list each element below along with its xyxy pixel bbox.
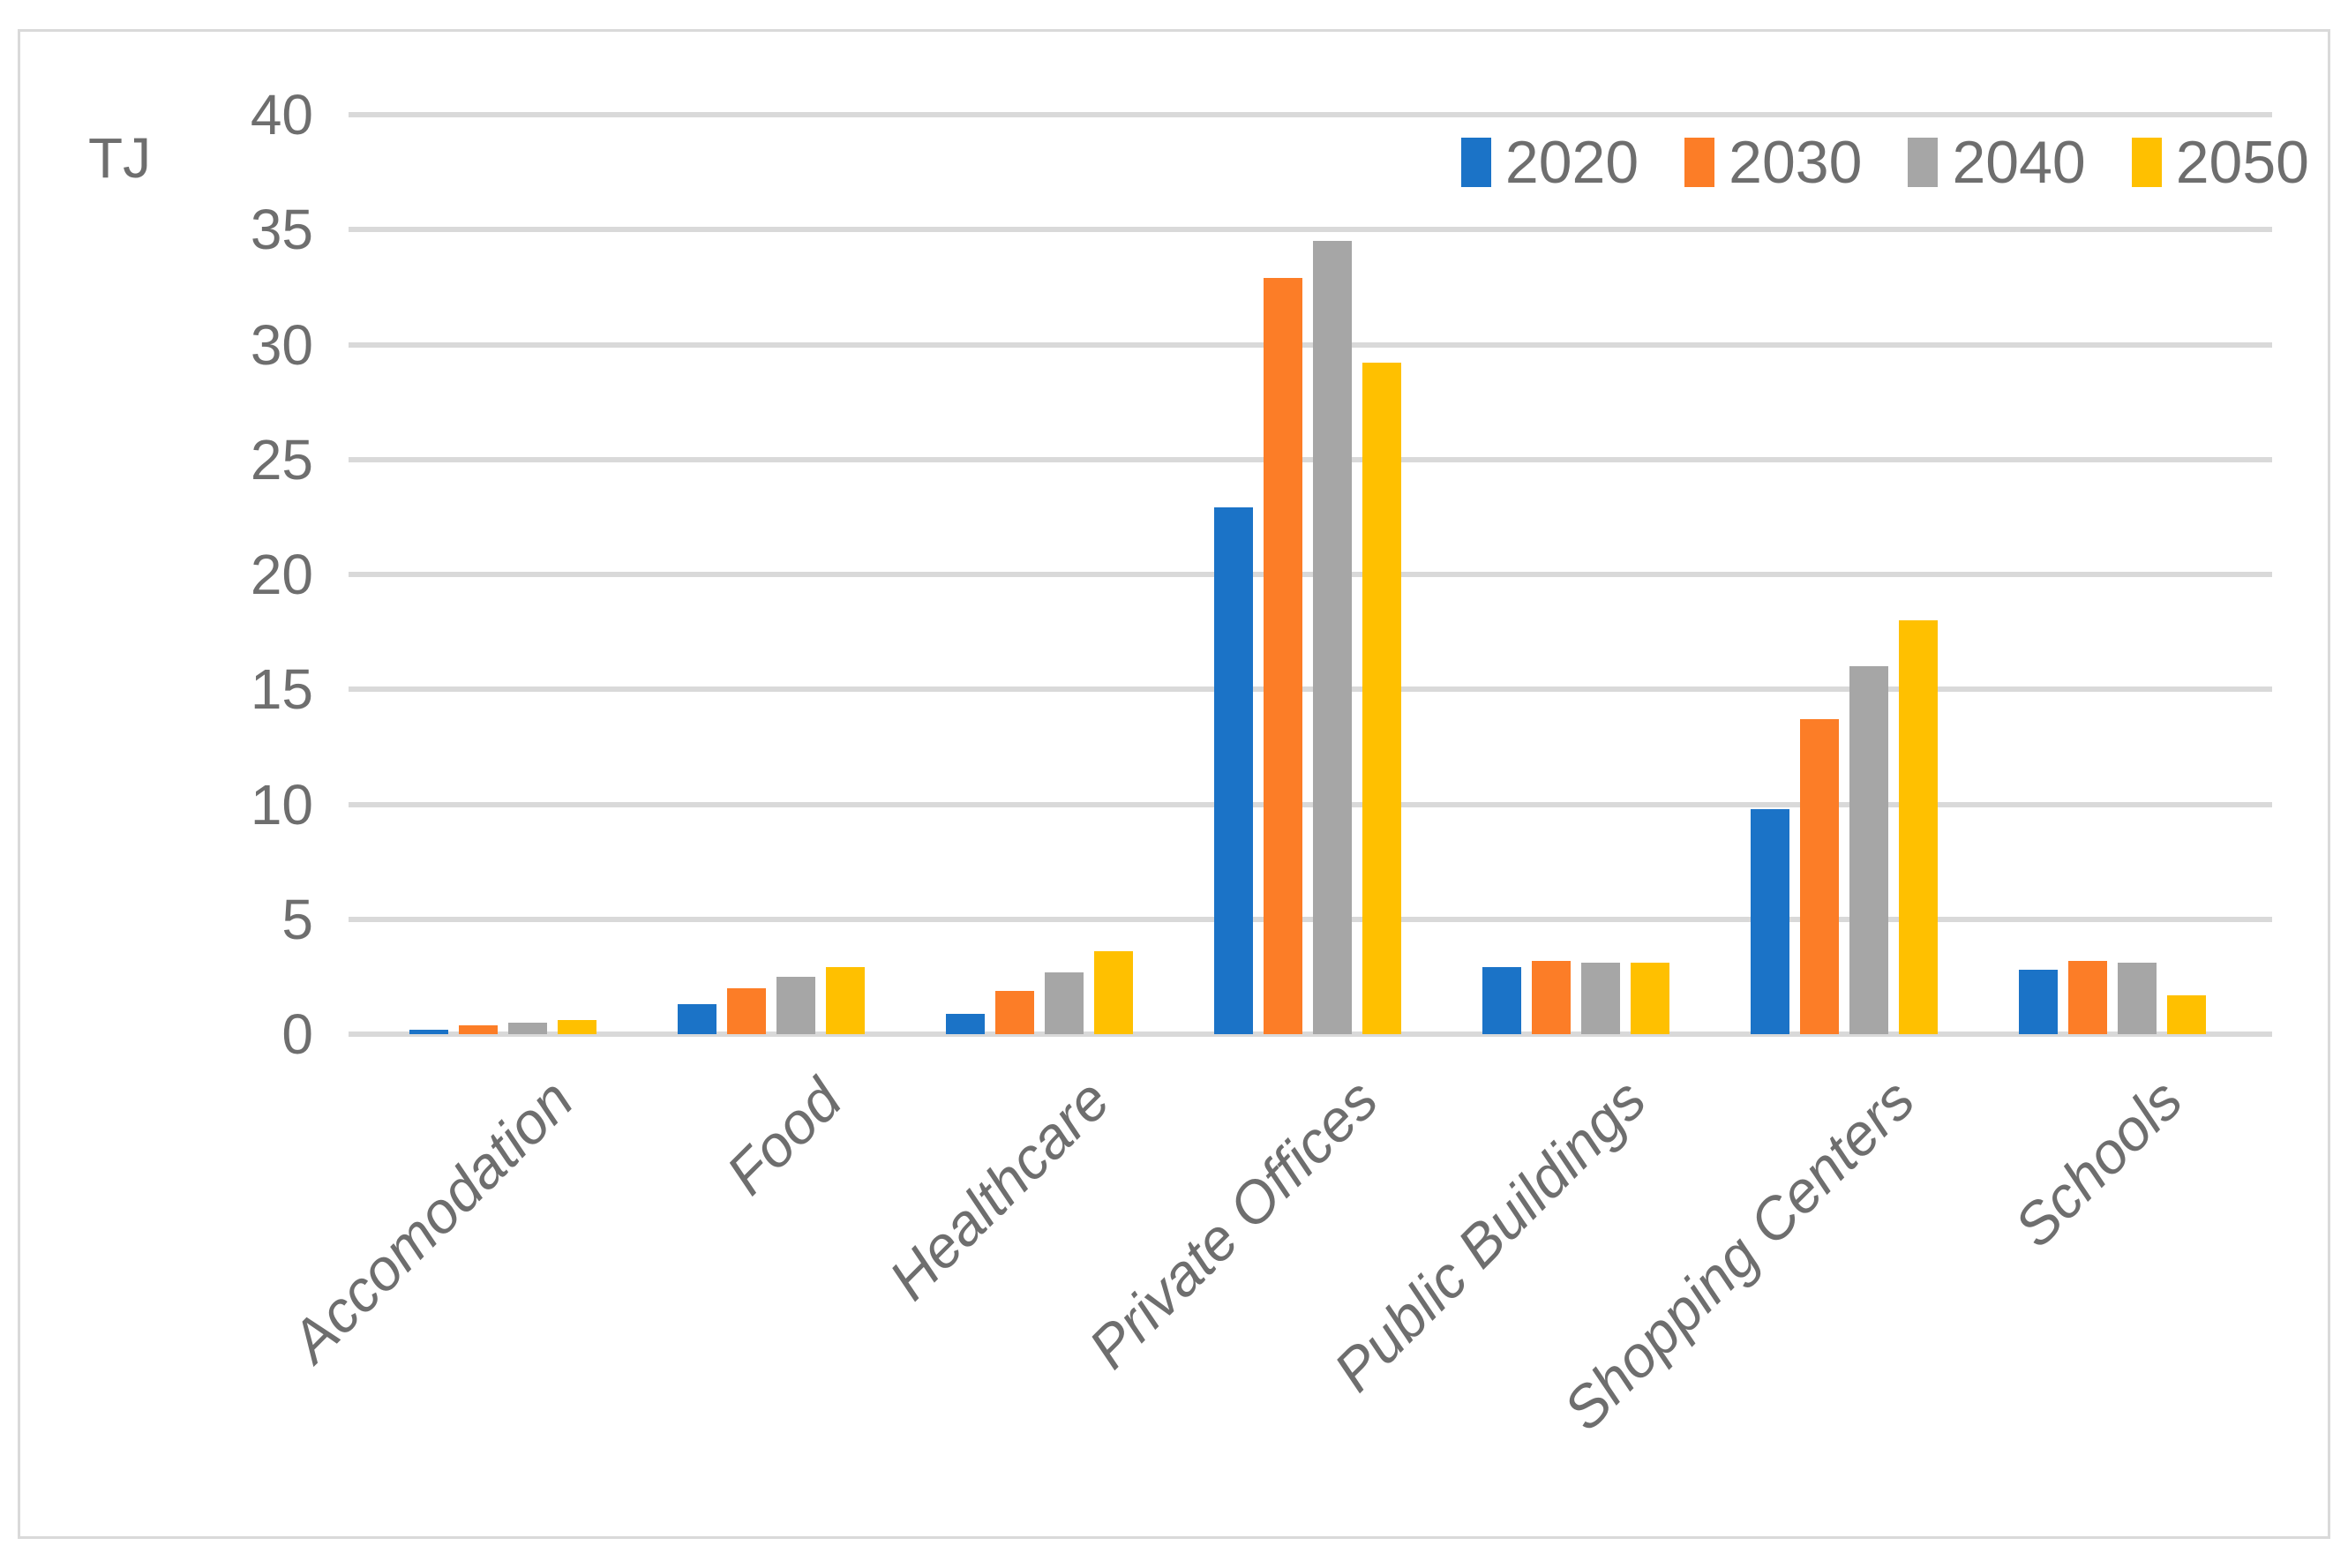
gridline-35 [349,227,2272,233]
gridline-10 [349,801,2272,807]
bar-accomodation-2050 [558,1020,596,1034]
legend-label-2050: 2050 [2175,129,2309,196]
legend-label-2020: 2020 [1504,129,1639,196]
y-tick-label-15: 15 [250,657,313,722]
legend: 2020 2030 2040 2050 [1460,129,2309,196]
bar-public-buildings-2030 [1532,961,1571,1034]
y-tick-label-30: 30 [250,312,313,377]
bar-schools-2050 [2167,995,2206,1034]
bar-private-offices-2020 [1214,507,1253,1034]
bar-public-buildings-2020 [1482,967,1521,1034]
bar-healthcare-2040 [1045,972,1084,1034]
y-tick-label-5: 5 [281,887,313,951]
bar-accomodation-2020 [409,1030,448,1034]
gridline-15 [349,686,2272,693]
legend-swatch-2020 [1460,138,1491,187]
legend-item-2050: 2050 [2131,129,2309,196]
bar-public-buildings-2050 [1631,963,1669,1034]
bar-food-2030 [727,988,766,1034]
bar-public-buildings-2040 [1581,963,1620,1034]
bar-shopping-centers-2030 [1800,719,1839,1034]
bar-shopping-centers-2020 [1751,809,1789,1034]
bar-accomodation-2030 [459,1025,498,1034]
bar-food-2050 [826,967,865,1034]
legend-swatch-2040 [1908,138,1939,187]
bar-schools-2040 [2118,963,2157,1034]
y-tick-label-10: 10 [250,772,313,837]
y-tick-label-25: 25 [250,427,313,491]
bar-schools-2020 [2019,970,2058,1034]
bar-private-offices-2040 [1313,241,1352,1034]
gridline-5 [349,916,2272,922]
x-axis-line [349,1032,2272,1037]
bar-healthcare-2050 [1094,951,1133,1034]
y-axis-unit-label: TJ [88,126,152,190]
gridline-20 [349,572,2272,577]
legend-swatch-2050 [2131,138,2162,187]
bar-food-2040 [776,977,815,1034]
y-tick-label-20: 20 [250,543,313,606]
bar-accomodation-2040 [508,1023,547,1034]
chart-frame-border [18,29,2330,1539]
bar-shopping-centers-2050 [1899,620,1938,1034]
legend-item-2040: 2040 [1908,129,2086,196]
bar-private-offices-2050 [1362,363,1401,1034]
bar-shopping-centers-2040 [1849,666,1888,1034]
legend-item-2020: 2020 [1460,129,1639,196]
bar-schools-2030 [2068,961,2107,1034]
legend-label-2040: 2040 [1952,129,2086,196]
gridline-30 [349,341,2272,348]
bar-healthcare-2020 [946,1014,985,1034]
bar-food-2020 [678,1004,716,1034]
legend-swatch-2030 [1684,138,1715,187]
gridline-40 [349,112,2272,117]
y-tick-label-40: 40 [250,83,313,146]
y-tick-label-0: 0 [281,1002,313,1066]
y-tick-label-35: 35 [250,198,313,262]
bar-private-offices-2030 [1264,278,1302,1034]
gridline-25 [349,456,2272,462]
legend-item-2030: 2030 [1684,132,1862,192]
legend-label-2030: 2030 [1729,129,1863,196]
bar-healthcare-2030 [995,991,1034,1034]
